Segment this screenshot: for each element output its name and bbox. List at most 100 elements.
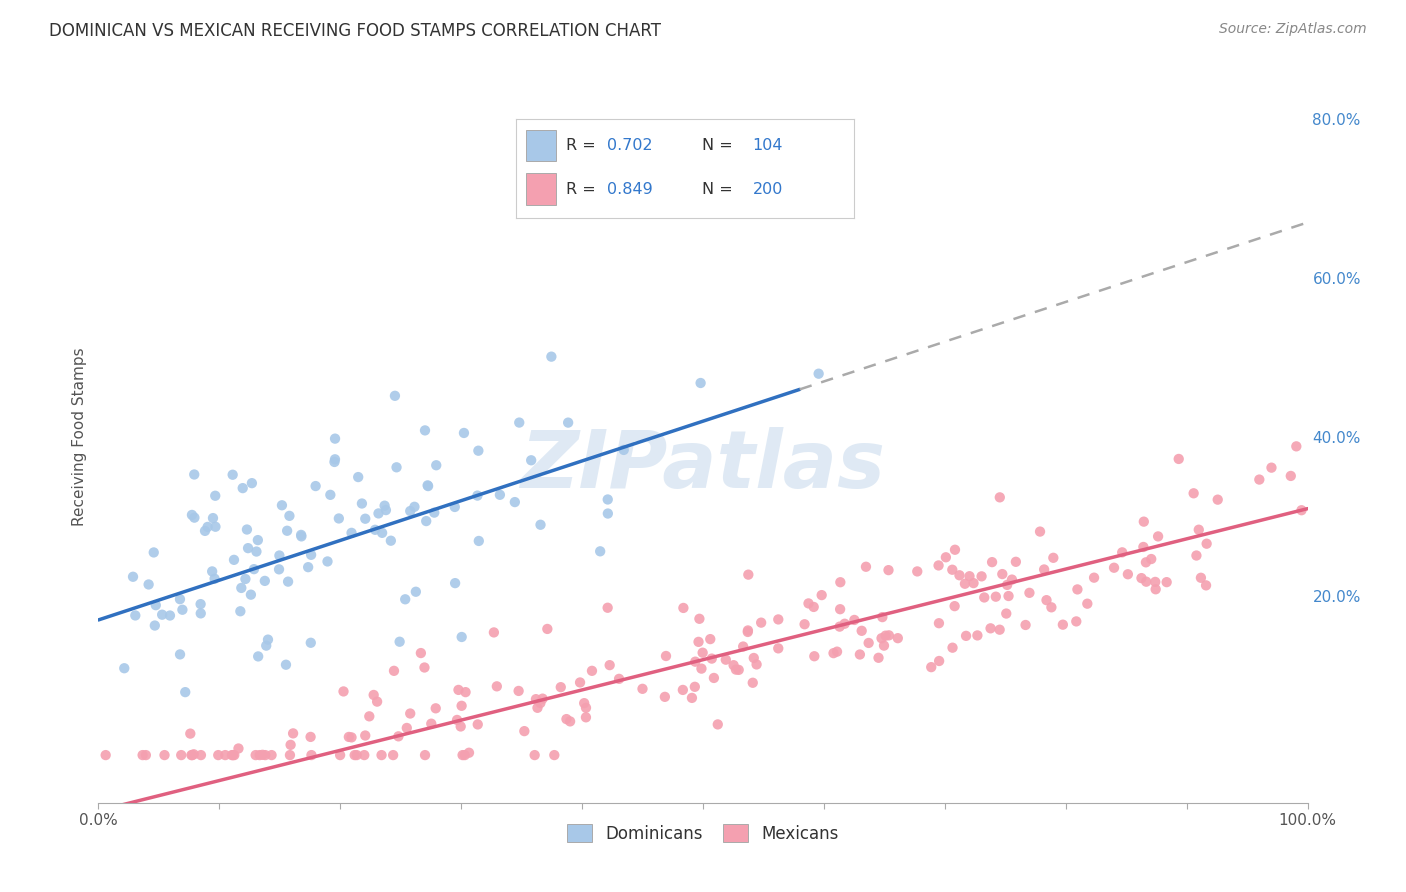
Point [1188, 523, 1211, 537]
Point [304, 479, 326, 493]
Point [575, 710, 598, 724]
Point [513, 724, 536, 739]
Point [353, 748, 375, 763]
Point [143, 618, 166, 632]
Point [453, 425, 475, 440]
Point [169, 592, 191, 607]
Point [1189, 571, 1212, 585]
Point [413, 424, 436, 438]
Point [135, 748, 157, 763]
Point [1076, 597, 1098, 611]
Point [224, 748, 246, 763]
Point [807, 367, 830, 381]
Point [981, 555, 1004, 569]
Point [180, 748, 202, 763]
Point [299, 636, 322, 650]
Point [928, 558, 950, 573]
Point [953, 576, 976, 591]
Point [1018, 586, 1040, 600]
Point [830, 602, 852, 616]
Point [252, 747, 274, 762]
Point [995, 578, 1018, 592]
Point [374, 503, 396, 517]
Point [873, 639, 896, 653]
Point [172, 603, 194, 617]
Point [703, 671, 725, 685]
Point [343, 748, 366, 763]
Point [828, 619, 851, 633]
Point [425, 701, 447, 715]
Point [444, 576, 467, 591]
Point [385, 460, 408, 475]
Point [724, 663, 747, 677]
Point [1285, 439, 1308, 453]
Point [179, 726, 201, 740]
Point [190, 748, 212, 763]
Point [201, 565, 224, 579]
Legend: Dominicans, Mexicans: Dominicans, Mexicans [561, 818, 845, 849]
Point [245, 544, 267, 558]
Point [190, 597, 212, 611]
Point [529, 696, 551, 710]
Point [745, 657, 768, 672]
Point [231, 581, 253, 595]
Point [655, 648, 678, 663]
Point [413, 748, 436, 763]
Point [299, 730, 322, 744]
Point [454, 685, 477, 699]
Point [1144, 574, 1167, 589]
Point [877, 628, 900, 642]
Point [834, 616, 856, 631]
Point [290, 528, 312, 542]
Point [581, 664, 603, 678]
Point [1133, 515, 1156, 529]
Point [988, 491, 1011, 505]
Point [503, 495, 526, 509]
Point [253, 574, 276, 588]
Point [399, 706, 422, 721]
Point [1182, 486, 1205, 500]
Point [877, 563, 900, 577]
Point [131, 748, 153, 763]
Point [550, 680, 572, 694]
Point [887, 631, 910, 645]
Point [485, 679, 508, 693]
Point [803, 599, 825, 614]
Point [520, 453, 543, 467]
Point [1066, 582, 1088, 597]
Point [973, 591, 995, 605]
Point [413, 660, 436, 674]
Point [793, 617, 815, 632]
Point [354, 729, 377, 743]
Point [1147, 529, 1170, 543]
Point [928, 654, 950, 668]
Point [197, 520, 219, 534]
Point [1135, 555, 1157, 569]
Point [340, 525, 363, 540]
Point [145, 598, 167, 612]
Point [247, 649, 270, 664]
Point [1249, 473, 1271, 487]
Point [201, 511, 224, 525]
Point [540, 350, 562, 364]
Point [596, 492, 619, 507]
Point [382, 664, 405, 678]
Point [159, 608, 181, 623]
Point [316, 554, 339, 568]
Point [450, 630, 472, 644]
Point [394, 592, 416, 607]
Point [454, 748, 477, 763]
Point [467, 717, 489, 731]
Point [359, 709, 381, 723]
Point [607, 672, 630, 686]
Point [1102, 560, 1125, 574]
Point [169, 648, 191, 662]
Point [1001, 573, 1024, 587]
Point [267, 562, 290, 576]
Point [955, 629, 977, 643]
Point [1132, 540, 1154, 554]
Point [797, 596, 820, 610]
Point [997, 589, 1019, 603]
Point [1291, 503, 1313, 517]
Point [943, 599, 966, 614]
